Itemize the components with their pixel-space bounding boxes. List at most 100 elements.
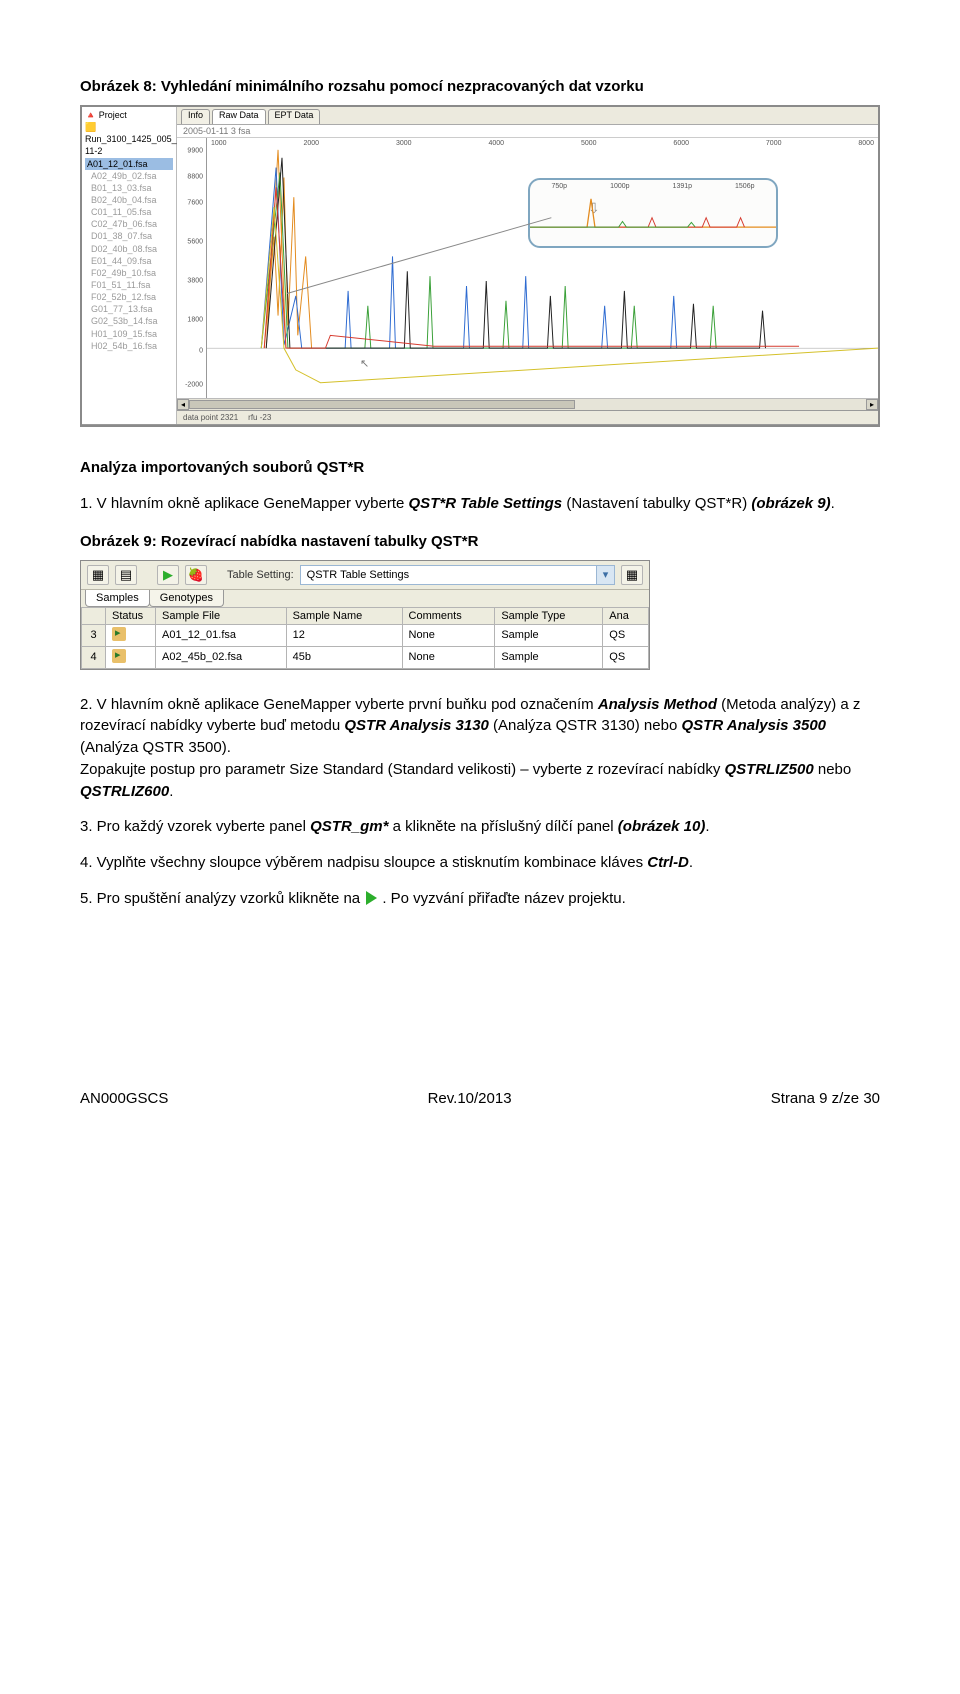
tree-file[interactable]: D01_38_07.fsa: [85, 230, 173, 242]
toolbar-icon-table1[interactable]: ▦: [87, 565, 109, 585]
ytick: 8800: [187, 174, 203, 181]
p3-t: a klikněte na příslušný dílčí panel: [388, 818, 617, 835]
table-setting-combo[interactable]: ▾: [300, 565, 615, 585]
tab-raw-data[interactable]: Raw Data: [212, 109, 266, 124]
toolbar-play-icon[interactable]: ▶: [157, 565, 179, 585]
tree-file[interactable]: G02_53b_14.fsa: [85, 315, 173, 327]
p3-dot: .: [705, 818, 709, 835]
tab-genotypes[interactable]: Genotypes: [149, 590, 224, 607]
p2-t: 2. V hlavním okně aplikace GeneMapper vy…: [80, 696, 598, 713]
figure8-caption: Obrázek 8: Vyhledání minimálního rozsahu…: [80, 78, 880, 95]
p1-emph: QST*R Table Settings: [409, 495, 563, 512]
plot-date: 2005-01-11 3 fsa: [177, 125, 878, 138]
tree-file[interactable]: E01_44_09.fsa: [85, 255, 173, 267]
tree-file[interactable]: G01_77_13.fsa: [85, 303, 173, 315]
ytick: 5600: [187, 239, 203, 246]
fig9-tabs: Samples Genotypes: [81, 590, 649, 607]
col-status[interactable]: Status: [106, 607, 156, 624]
paragraph-1: 1. V hlavním okně aplikace GeneMapper vy…: [80, 493, 880, 515]
col-comments[interactable]: Comments: [402, 607, 495, 624]
section-heading-text: Analýza importovaných souborů QST*R: [80, 459, 364, 476]
figure9-caption-text: Obrázek 9: Rozevírací nabídka nastavení …: [80, 533, 478, 550]
plot-canvas[interactable]: 1000 2000 3000 4000 5000 6000 7000 8000: [207, 138, 878, 398]
cell-status: [106, 646, 156, 668]
cell-sample-name: 12: [286, 624, 402, 646]
table-row[interactable]: 3 A01_12_01.fsa 12 None Sample QS: [82, 624, 649, 646]
scroll-right-icon[interactable]: ▸: [866, 399, 878, 410]
cell-comments: None: [402, 624, 495, 646]
plot-area: 9900 8800 7600 5600 3800 1800 0 -2000 10…: [177, 138, 878, 398]
cell-sample-type: Sample: [495, 624, 603, 646]
col-sample-type[interactable]: Sample Type: [495, 607, 603, 624]
figure9-screenshot: ▦ ▤ ▶ 🍓 Table Setting: ▾ ▦ Samples Genot…: [80, 560, 650, 670]
cell-analysis: QS: [603, 646, 649, 668]
plot-inset: 750p 1000p 1391p 1506p ⇩: [528, 178, 778, 248]
toolbar-icon-table2[interactable]: ▤: [115, 565, 137, 585]
p2-e: QSTRLIZ600: [80, 783, 169, 800]
p3-ref: (obrázek 10): [618, 818, 706, 835]
tree-file[interactable]: C02_47b_06.fsa: [85, 218, 173, 230]
p1-text: 1. V hlavním okně aplikace GeneMapper vy…: [80, 495, 409, 512]
p3-t: 3. Pro každý vzorek vyberte panel: [80, 818, 310, 835]
tree-file[interactable]: C01_11_05.fsa: [85, 206, 173, 218]
p2-e: QSTR Analysis 3500: [681, 717, 826, 734]
tree-selected-file[interactable]: A01_12_01.fsa: [85, 158, 173, 170]
p2-t: (Analýza QSTR 3500).: [80, 739, 231, 756]
tree-file[interactable]: F01_51_11.fsa: [85, 279, 173, 291]
tree-file[interactable]: D02_40b_08.fsa: [85, 243, 173, 255]
page-footer: AN000GSCS Rev.10/2013 Strana 9 z/ze 30: [80, 1090, 880, 1107]
cell-sample-name: 45b: [286, 646, 402, 668]
table-row[interactable]: 4 A02_45b_02.fsa 45b None Sample QS: [82, 646, 649, 668]
ytick: 1800: [187, 317, 203, 324]
scroll-thumb[interactable]: [189, 400, 575, 409]
footer-right: Strana 9 z/ze 30: [771, 1090, 880, 1107]
col-sample-file[interactable]: Sample File: [156, 607, 287, 624]
toolbar: ▦ ▤ ▶ 🍓 Table Setting: ▾ ▦: [81, 561, 649, 590]
p5-t: 5. Pro spuštění analýzy vzorků klikněte …: [80, 890, 364, 907]
p2-e: QSTR Analysis 3130: [344, 717, 489, 734]
footer-center: Rev.10/2013: [428, 1090, 512, 1107]
p2-t: nebo: [814, 761, 852, 778]
tree-file[interactable]: B01_13_03.fsa: [85, 182, 173, 194]
ytick: 0: [199, 348, 203, 355]
scroll-left-icon[interactable]: ◂: [177, 399, 189, 410]
tree-file[interactable]: H02_54b_16.fsa: [85, 340, 173, 352]
play-icon: [366, 891, 380, 905]
toolbar-stop-icon[interactable]: 🍓: [185, 565, 207, 585]
status-icon: [112, 627, 126, 641]
samples-table: Status Sample File Sample Name Comments …: [81, 607, 649, 669]
tree-run[interactable]: 🟨 Run_3100_1425_005_2005-11-2: [85, 121, 173, 157]
file-tree: 🔺 Project 🟨 Run_3100_1425_005_2005-11-2 …: [82, 107, 177, 424]
figure9-caption: Obrázek 9: Rozevírací nabídka nastavení …: [80, 533, 880, 550]
tree-file[interactable]: A02_49b_02.fsa: [85, 170, 173, 182]
table-setting-label: Table Setting:: [227, 569, 294, 581]
table-setting-input[interactable]: [301, 566, 596, 584]
tree-project[interactable]: 🔺 Project: [85, 109, 173, 121]
tab-ept-data[interactable]: EPT Data: [268, 109, 321, 124]
tree-file[interactable]: F02_52b_12.fsa: [85, 291, 173, 303]
col-sample-name[interactable]: Sample Name: [286, 607, 402, 624]
chevron-down-icon[interactable]: ▾: [596, 566, 614, 584]
paragraph-3: 3. Pro každý vzorek vyberte panel QSTR_g…: [80, 816, 880, 838]
col-rownum[interactable]: [82, 607, 106, 624]
status-datapoint: data point 2321: [183, 413, 238, 422]
toolbar-icon-grid[interactable]: ▦: [621, 565, 643, 585]
figure8-caption-text: Obrázek 8: Vyhledání minimálního rozsahu…: [80, 78, 644, 95]
tree-file[interactable]: H01_109_15.fsa: [85, 328, 173, 340]
tree-file[interactable]: F02_49b_10.fsa: [85, 267, 173, 279]
ytick: -2000: [185, 382, 203, 389]
figure8-screenshot: 🔺 Project 🟨 Run_3100_1425_005_2005-11-2 …: [80, 105, 880, 427]
paragraph-5: 5. Pro spuštění analýzy vzorků klikněte …: [80, 888, 880, 910]
ytick: 3800: [187, 278, 203, 285]
tab-samples[interactable]: Samples: [85, 590, 150, 607]
table-header-row: Status Sample File Sample Name Comments …: [82, 607, 649, 624]
y-axis: 9900 8800 7600 5600 3800 1800 0 -2000: [177, 138, 207, 398]
plot-scrollbar[interactable]: ◂ ▸: [177, 398, 878, 410]
p4-e: Ctrl-D: [647, 854, 689, 871]
p1-text2: (Nastavení tabulky QST*R): [562, 495, 751, 512]
plot-tabs: Info Raw Data EPT Data: [177, 107, 878, 125]
col-analysis[interactable]: Ana: [603, 607, 649, 624]
tree-file[interactable]: B02_40b_04.fsa: [85, 194, 173, 206]
tab-info[interactable]: Info: [181, 109, 210, 124]
p2-e: QSTRLIZ500: [725, 761, 814, 778]
